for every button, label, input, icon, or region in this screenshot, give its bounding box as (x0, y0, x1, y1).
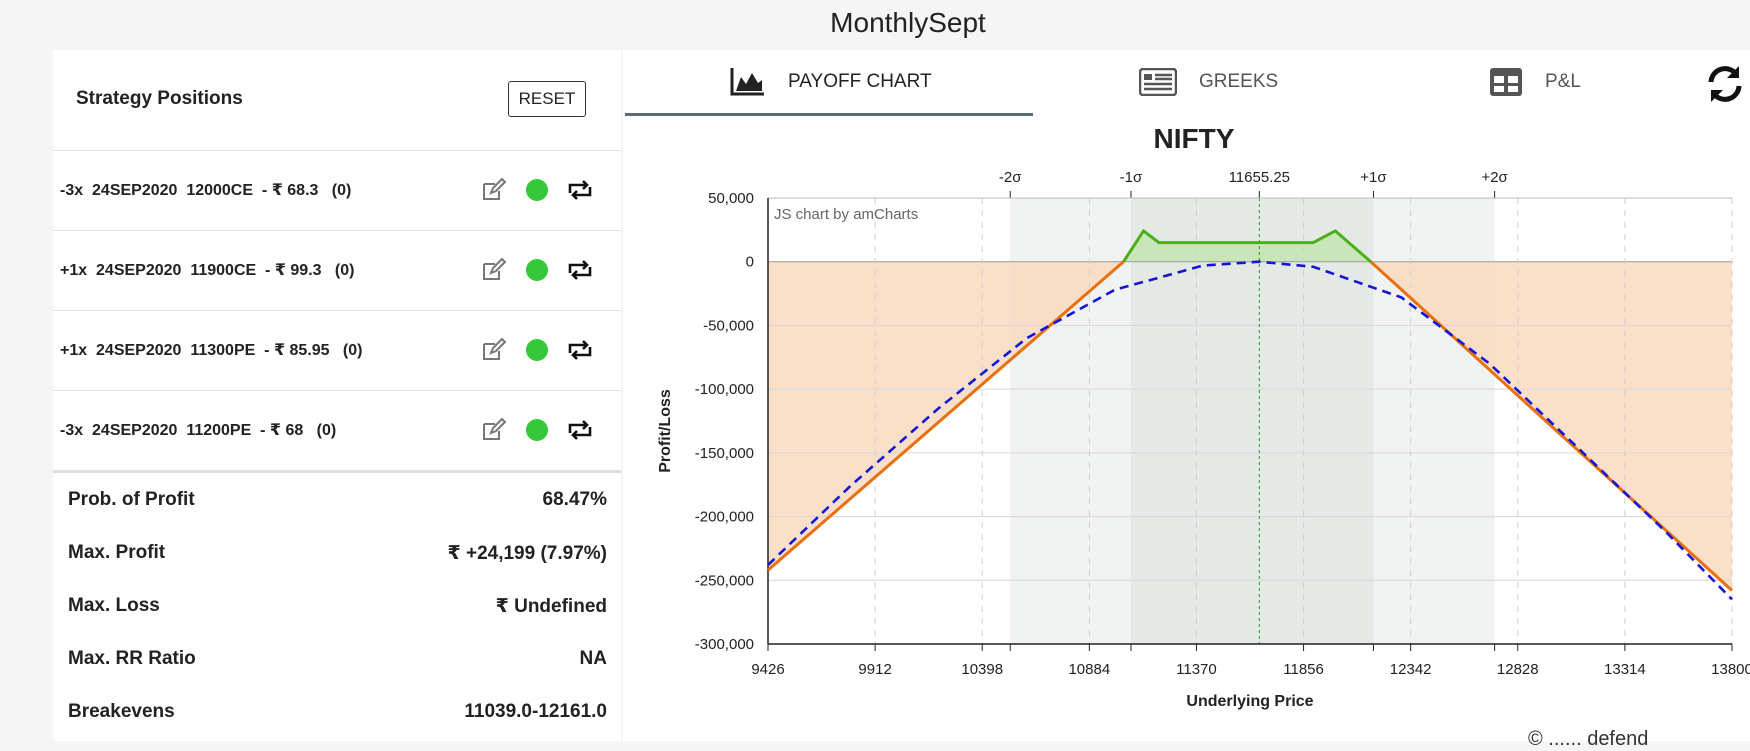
list-icon (1139, 68, 1177, 96)
x-tick-label: 12342 (1390, 661, 1432, 678)
sigma-label: +2σ (1481, 169, 1508, 186)
positions-list: -3x 24SEP2020 12000CE - ₹ 68.3 (0) +1x 2… (53, 151, 621, 471)
tab-label: PAYOFF CHART (788, 71, 932, 92)
spot-label: 11655.25 (1229, 169, 1290, 186)
y-tick-label: -100,000 (695, 381, 754, 398)
x-tick-label: 9426 (751, 661, 784, 678)
expiry-profit-line (1122, 228, 1372, 263)
sigma-label: +1σ (1360, 169, 1387, 186)
chart-tabs: PAYOFF CHART GREEKS P&L (623, 50, 1750, 117)
y-tick-label: -300,000 (695, 636, 754, 653)
strategy-title: Strategy Positions (76, 88, 243, 109)
y-tick-label: -200,000 (695, 509, 754, 526)
x-tick-label: 13314 (1604, 661, 1646, 678)
swap-icon[interactable] (566, 256, 594, 284)
position-text: -3x 24SEP2020 12000CE - ₹ 68.3 (0) (60, 182, 352, 199)
strategy-panel: Strategy Positions RESET -3x 24SEP2020 1… (53, 50, 621, 741)
x-tick-label: 13800 (1711, 661, 1750, 678)
y-tick-label: -150,000 (695, 445, 754, 462)
stat-value: NA (579, 648, 607, 669)
chart-title: NIFTY (1153, 123, 1235, 154)
sigma-1-band (1130, 198, 1374, 644)
swap-icon[interactable] (566, 416, 594, 444)
edit-icon[interactable] (480, 256, 508, 284)
position-text: +1x 24SEP2020 11900CE - ₹ 99.3 (0) (60, 262, 355, 279)
position-text: -3x 24SEP2020 11200PE - ₹ 68 (0) (60, 422, 337, 439)
tab-label: P&L (1545, 71, 1581, 92)
position-text: +1x 24SEP2020 11300PE - ₹ 85.95 (0) (60, 342, 363, 359)
stat-row-rr-ratio: Max. RR Ratio NA (53, 632, 621, 685)
tab-pnl[interactable]: P&L (1489, 50, 1581, 114)
stat-value: 68.47% (542, 489, 607, 510)
y-axis-title: Profit/Loss (657, 389, 674, 473)
profit-area (1123, 230, 1371, 262)
position-row: -3x 24SEP2020 11200PE - ₹ 68 (0) (53, 391, 621, 471)
chart-panel: PAYOFF CHART GREEKS P&L NIFTY 50,000 0 -50… (623, 50, 1750, 741)
tab-payoff-chart[interactable]: PAYOFF CHART (730, 50, 932, 114)
target-day-line (767, 260, 1733, 601)
x-tick-label: 10884 (1068, 661, 1110, 678)
strategy-stats: Prob. of Profit 68.47% Max. Profit ₹ +24… (53, 471, 621, 738)
x-axis-title: Underlying Price (1186, 693, 1313, 710)
stat-label: Max. Profit (68, 542, 166, 563)
area-chart-icon (730, 67, 766, 97)
edit-icon[interactable] (480, 336, 508, 364)
x-tick-label: 9912 (858, 661, 891, 678)
stat-label: Breakevens (68, 701, 175, 722)
stat-row-breakevens: Breakevens 11039.0-12161.0 (53, 685, 621, 738)
x-tick-label: 11856 (1283, 661, 1324, 678)
active-tab-indicator (625, 113, 1033, 116)
swap-icon[interactable] (566, 176, 594, 204)
stat-label: Prob. of Profit (68, 489, 195, 510)
stat-row-max-profit: Max. Profit ₹ +24,199 (7.97%) (53, 526, 621, 579)
position-row: +1x 24SEP2020 11900CE - ₹ 99.3 (0) (53, 231, 621, 311)
position-row: -3x 24SEP2020 12000CE - ₹ 68.3 (0) (53, 151, 621, 231)
x-tick-label: 11370 (1176, 661, 1217, 678)
active-status-dot[interactable] (526, 419, 548, 441)
x-tick-label: 10398 (961, 661, 1003, 678)
reset-button[interactable]: RESET (508, 81, 586, 117)
expiry-loss-line-right (1369, 260, 1734, 592)
grid-icon (1489, 67, 1523, 97)
footer-text: © ...... defend (1528, 728, 1649, 750)
active-status-dot[interactable] (526, 259, 548, 281)
stat-row-max-loss: Max. Loss ₹ Undefined (53, 579, 621, 632)
sigma-label: -2σ (999, 169, 1022, 186)
tab-greeks[interactable]: GREEKS (1139, 50, 1278, 114)
x-tick-label: 12828 (1497, 661, 1539, 678)
stat-value: 11039.0-12161.0 (464, 701, 607, 722)
swap-icon[interactable] (566, 336, 594, 364)
active-status-dot[interactable] (526, 179, 548, 201)
stat-label: Max. Loss (68, 595, 160, 616)
amcharts-watermark: JS chart by amCharts (774, 206, 918, 223)
edit-icon[interactable] (480, 176, 508, 204)
expiry-loss-line-left (767, 260, 1125, 572)
refresh-icon[interactable] (1705, 64, 1745, 104)
y-tick-label: -250,000 (695, 572, 754, 589)
tab-label: GREEKS (1199, 71, 1279, 92)
y-tick-label: 0 (746, 254, 754, 271)
sigma-label: -1σ (1120, 169, 1143, 186)
page-title: MonthlySept (830, 7, 986, 38)
stat-label: Max. RR Ratio (68, 648, 196, 669)
y-tick-label: -50,000 (703, 317, 754, 334)
stat-value: ₹ +24,199 (7.97%) (447, 543, 607, 564)
stat-row-prob-profit: Prob. of Profit 68.47% (53, 473, 621, 526)
y-tick-label: 50,000 (708, 190, 754, 207)
edit-icon[interactable] (480, 416, 508, 444)
active-status-dot[interactable] (526, 339, 548, 361)
payoff-chart[interactable]: 50,000 0 -50,000 -100,000 -150,000 -200,000 -2… (623, 116, 1750, 741)
stat-value: ₹ Undefined (495, 596, 607, 617)
position-row: +1x 24SEP2020 11300PE - ₹ 85.95 (0) (53, 311, 621, 391)
strategy-header: Strategy Positions RESET (53, 50, 621, 151)
